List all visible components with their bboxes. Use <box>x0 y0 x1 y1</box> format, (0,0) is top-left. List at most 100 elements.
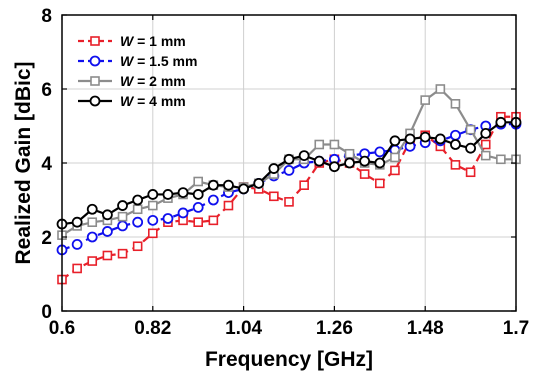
data-point <box>344 148 355 159</box>
y-axis-label: Realized Gain [dBic] <box>12 61 35 264</box>
data-point <box>193 176 203 187</box>
data-point <box>359 155 371 167</box>
data-point <box>162 213 174 224</box>
data-point <box>450 139 461 150</box>
data-point <box>314 139 325 150</box>
data-point <box>465 167 476 178</box>
data-point <box>207 179 219 191</box>
data-point <box>390 165 400 176</box>
data-point <box>253 177 265 189</box>
legend-item-0: W = 1 mm <box>78 33 186 49</box>
data-point <box>86 231 98 243</box>
data-point <box>313 155 325 167</box>
legend-label: W = 1 mm <box>120 33 186 49</box>
data-point <box>102 250 113 261</box>
data-point <box>117 211 128 222</box>
data-point <box>328 161 340 173</box>
data-point <box>72 263 82 274</box>
data-point <box>147 189 159 200</box>
data-point <box>148 200 158 211</box>
legend-item-1: W = 1.5 mm <box>78 53 197 69</box>
data-point <box>299 180 309 190</box>
data-point <box>420 95 431 105</box>
data-point <box>329 139 340 150</box>
data-point <box>102 226 113 237</box>
data-point <box>223 200 234 211</box>
data-point <box>87 217 98 227</box>
data-point <box>87 256 98 266</box>
data-point <box>465 142 477 154</box>
data-point <box>208 215 219 226</box>
data-point <box>450 99 461 109</box>
y-tick-label: 2 <box>41 228 52 249</box>
data-point <box>495 116 507 128</box>
legend-item-2: W = 2 mm <box>78 73 186 89</box>
data-point <box>374 146 386 158</box>
data-point <box>117 200 128 211</box>
data-point <box>269 191 279 202</box>
data-point <box>177 187 189 199</box>
legend-label: W = 4 mm <box>120 93 186 109</box>
data-point <box>71 216 83 228</box>
data-point <box>374 157 386 169</box>
y-tick-label: 4 <box>41 154 52 175</box>
legend-marker <box>89 95 101 107</box>
x-tick-label: 1.04 <box>225 318 262 339</box>
data-point <box>419 131 431 143</box>
data-point <box>374 178 385 189</box>
data-point <box>207 194 219 206</box>
x-tick-label: 1.7 <box>503 318 529 339</box>
data-point <box>390 152 400 163</box>
data-point <box>132 216 144 228</box>
data-point <box>283 164 295 176</box>
legend-marker <box>90 36 100 46</box>
x-tick-label: 0.82 <box>134 318 171 339</box>
data-point <box>117 220 128 232</box>
data-point <box>359 169 370 179</box>
data-point <box>193 217 203 227</box>
series-layer <box>56 84 522 285</box>
data-point <box>450 160 461 170</box>
x-axis-label: Frequency [GHz] <box>205 348 373 371</box>
data-point <box>86 203 98 215</box>
tick-marks <box>61 14 517 312</box>
legend: W = 1 mm W = 1.5 mm W = 2 mm W = 4 mm <box>78 33 197 109</box>
data-point <box>238 183 250 195</box>
data-point <box>148 228 158 239</box>
data-point <box>480 127 492 139</box>
data-point <box>435 84 446 94</box>
data-point <box>480 150 491 161</box>
data-point <box>465 124 476 135</box>
legend-marker <box>90 76 100 86</box>
data-point <box>344 157 355 169</box>
x-tick-label: 0.6 <box>49 318 75 339</box>
data-point <box>162 189 174 200</box>
x-tick-label: 1.26 <box>316 318 353 339</box>
series-3 <box>56 116 522 230</box>
data-point <box>147 214 159 226</box>
legend-item-3: W = 4 mm <box>78 93 186 109</box>
data-point <box>71 238 83 250</box>
data-point <box>223 179 234 191</box>
data-point <box>132 204 143 215</box>
y-tick-label: 6 <box>41 80 52 101</box>
data-point <box>283 153 295 165</box>
data-point <box>117 248 128 259</box>
data-point <box>389 135 401 147</box>
data-point <box>102 209 113 221</box>
data-point <box>298 150 310 162</box>
data-point <box>268 163 280 174</box>
legend-marker <box>89 55 101 67</box>
data-point <box>132 241 143 252</box>
x-tick-label: 1.48 <box>407 318 444 339</box>
y-tick-label: 0 <box>41 302 52 323</box>
data-point <box>434 133 446 145</box>
data-point <box>480 139 491 150</box>
data-point <box>132 194 144 206</box>
tick-labels: 0.6 0.82 1.04 1.26 1.48 1.7 0 2 4 6 8 <box>41 6 529 339</box>
data-point <box>450 129 461 141</box>
legend-label: W = 2 mm <box>120 73 186 89</box>
legend-label: W = 1.5 mm <box>120 53 197 69</box>
data-point <box>404 133 416 145</box>
